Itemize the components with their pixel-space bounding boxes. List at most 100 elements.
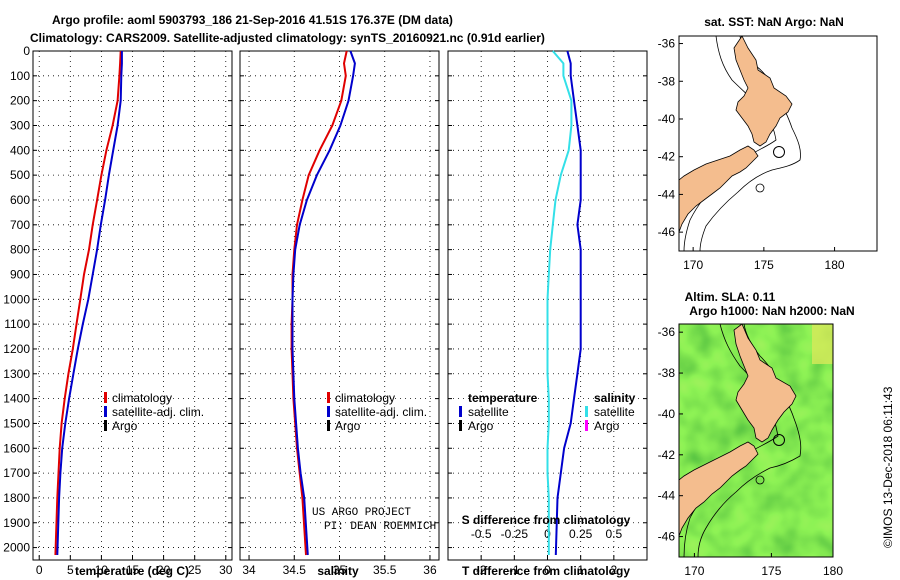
depth-tick-label: 1000 (3, 292, 30, 306)
sla-south-island (679, 441, 759, 557)
figure-title-line-1: Argo profile: aoml 5903793_186 21-Sep-20… (52, 13, 453, 27)
legend-s-satellite-swatch (585, 406, 588, 417)
x-tick-label: 30 (219, 563, 233, 577)
depth-tick-label: 1800 (3, 491, 30, 505)
figure-title-line-2: Climatology: CARS2009. Satellite-adjuste… (30, 31, 545, 45)
x-tick-label: 0 (36, 563, 43, 577)
depth-tick-label: 500 (10, 168, 30, 182)
legend-argo-swatch (104, 420, 107, 431)
depth-tick-label: 600 (10, 193, 30, 207)
sst-map-contour-2 (699, 36, 801, 251)
map-y-tick-label: -44 (658, 489, 676, 503)
legend-t-satellite-swatch (459, 406, 462, 417)
map-x-tick-label: 170 (683, 258, 703, 272)
map-x-tick-label: 175 (754, 258, 774, 272)
map-x-tick-label: 170 (684, 564, 704, 578)
sst-map-ocean (679, 36, 877, 251)
difference-panel: -2 -1 0 1 2 -0.5 -0.25 0 0.25 0.5 T difference f… (447, 50, 648, 578)
sla-map: Altim. SLA: 0.11 Argo h1000: NaN h2000: … (658, 290, 855, 578)
sst-map-title: sat. SST: NaN Argo: NaN (704, 15, 844, 29)
legend-climatology-label: climatology (112, 391, 172, 405)
sst-map-profile-marker (773, 146, 785, 158)
legend-s-argo-label: Argo (594, 419, 620, 433)
depth-tick-label: 300 (10, 118, 30, 132)
depth-tick-label: 1700 (3, 466, 30, 480)
legend-satellite-label: satellite-adj. clim. (335, 405, 427, 419)
map-y-tick-label: -44 (658, 187, 676, 201)
map-y-tick-label: -38 (658, 366, 676, 380)
x-tick-label: 35.5 (373, 563, 397, 577)
map-x-tick-label: 175 (761, 564, 781, 578)
depth-tick-label: 400 (10, 143, 30, 157)
map-y-tick-label: -42 (658, 150, 676, 164)
depth-tick-label: 1500 (3, 416, 30, 430)
difference-legend: temperature satellite Argo salinity sate… (459, 391, 636, 433)
map-x-tick-label: 180 (825, 258, 845, 272)
map-y-tick-label: -36 (658, 37, 676, 51)
x-tick-label: 2 (610, 563, 617, 577)
depth-tick-label: 1400 (3, 392, 30, 406)
series-salinity-satellite (546, 50, 573, 555)
sst-map-island (755, 183, 765, 193)
sla-map-title-line-2: Argo h1000: NaN h2000: NaN (689, 304, 854, 318)
depth-tick-label: 1100 (4, 317, 30, 331)
sst-map-contour-1 (683, 36, 777, 251)
t-difference-axis-label: T difference from climatology (462, 564, 630, 578)
temperature-legend: climatology satellite-adj. clim. Argo (104, 391, 204, 433)
legend-climatology-swatch (327, 392, 330, 403)
secondary-x-tick-label: 0 (544, 527, 551, 541)
legend-argo-swatch (327, 420, 330, 431)
legend-satellite-swatch (104, 406, 107, 417)
series-satellite-adj-clim- (291, 50, 356, 556)
depth-tick-label: 700 (10, 218, 30, 232)
series-temperature-satellite (554, 50, 582, 556)
x-tick-label: 35 (333, 563, 347, 577)
legend-satellite-label: satellite-adj. clim. (112, 405, 204, 419)
map-x-tick-label: 180 (823, 564, 843, 578)
legend-argo-label: Argo (112, 419, 138, 433)
x-tick-label: -1 (509, 563, 520, 577)
depth-tick-label: 0 (23, 44, 30, 58)
legend-argo-label: Argo (335, 419, 361, 433)
series-climatology (54, 50, 122, 556)
x-tick-label: 10 (95, 563, 109, 577)
secondary-x-tick-label: -0.5 (471, 527, 492, 541)
x-tick-label: -2 (476, 563, 487, 577)
legend-satellite-swatch (327, 406, 330, 417)
credit-us-argo: US ARGO PROJECT (312, 507, 411, 519)
x-tick-label: 36 (423, 563, 437, 577)
x-tick-label: 34 (242, 563, 256, 577)
map-y-tick-label: -38 (658, 74, 676, 88)
legend-climatology-label: climatology (335, 391, 395, 405)
depth-tick-label: 1300 (3, 367, 30, 381)
x-tick-label: 25 (188, 563, 202, 577)
depth-tick-label: 900 (10, 267, 30, 281)
sla-map-island (755, 475, 765, 485)
x-tick-label: 1 (577, 563, 584, 577)
north-island (733, 36, 793, 147)
legend-temperature-title: temperature (468, 391, 538, 405)
x-tick-label: 34.5 (283, 563, 307, 577)
depth-tick-label: 2000 (3, 541, 30, 555)
depth-tick-label: 200 (10, 94, 30, 108)
sla-map-profile-marker (773, 434, 785, 446)
depth-tick-label: 1900 (3, 516, 30, 530)
imos-credit: ©IMOS 13-Dec-2018 06:11:43 (881, 386, 895, 548)
legend-s-satellite-label: satellite (594, 405, 635, 419)
salinity-legend: climatology satellite-adj. clim. Argo (327, 391, 427, 433)
legend-s-argo-swatch (585, 420, 588, 431)
sla-map-high-anomaly (812, 324, 833, 364)
sla-map-title-line-1: Altim. SLA: 0.11 (685, 290, 776, 304)
depth-tick-label: 100 (10, 69, 30, 83)
salinity-panel: 34 34.5 35 35.5 36 salinity climatology sate… (239, 50, 440, 578)
secondary-x-tick-label: 0.25 (569, 527, 593, 541)
sst-map-frame (678, 35, 878, 252)
salinity-axis-label: salinity (317, 564, 359, 578)
depth-tick-label: 1200 (3, 342, 30, 356)
map-y-tick-label: -36 (658, 325, 676, 339)
x-tick-label: 15 (126, 563, 140, 577)
sla-north-island (733, 324, 797, 443)
secondary-x-tick-label: 0.5 (605, 527, 622, 541)
map-y-tick-label: -40 (658, 407, 676, 421)
